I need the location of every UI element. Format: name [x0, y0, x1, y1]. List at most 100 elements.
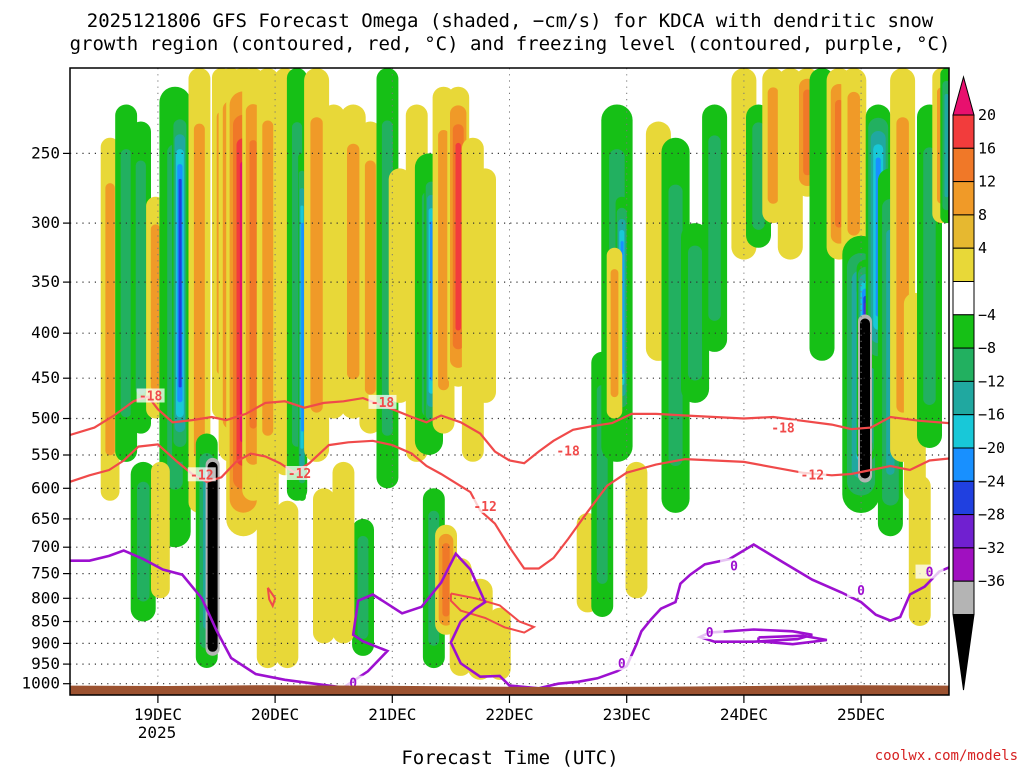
omega-core-1	[860, 318, 870, 479]
omega-band	[708, 135, 721, 321]
omega-band	[488, 607, 511, 680]
y-tick-label-800: 800	[31, 588, 60, 607]
dgz-label-minus18-1: -18	[371, 396, 395, 411]
omega-band	[322, 104, 345, 419]
omega-band	[847, 91, 860, 236]
dgz-contour-minus18	[70, 395, 949, 465]
omega-band	[262, 120, 274, 436]
colorbar-label-11: −28	[978, 506, 1005, 524]
dgz-label-minus18-3-bg	[769, 420, 797, 435]
colorbar-label-4: 4	[978, 239, 987, 257]
y-tick-label-550: 550	[31, 445, 60, 464]
omega-band	[347, 143, 360, 380]
omega-core-0	[207, 461, 218, 652]
dgz-contour-closed-0	[449, 592, 537, 634]
omega-band	[625, 461, 648, 599]
y-tick-label-1000: 1000	[21, 674, 60, 693]
freezing-label-3-bg	[607, 656, 636, 671]
colorbar-label-5: −4	[978, 306, 996, 324]
omega-feature-46	[606, 247, 623, 419]
omega-feature-37	[256, 461, 279, 669]
omega-band	[256, 461, 279, 669]
x-tick-label-24DEC: 24DEC	[720, 705, 768, 724]
x-axis: 19DEC 20DEC 21DEC 22DEC 23DEC 24DEC 25DEC	[134, 695, 885, 724]
x-year-label: 2025	[138, 723, 177, 742]
omega-band	[438, 130, 449, 391]
omega-band	[276, 500, 299, 669]
omega-band	[178, 178, 182, 388]
omega-band	[151, 461, 170, 599]
omega-band	[332, 461, 355, 644]
dgz-label-minus12-2-bg	[471, 498, 500, 513]
y-tick-label-850: 850	[31, 612, 60, 631]
dgz-label-minus12-0: -12	[190, 468, 213, 483]
colorbar-segment-9	[952, 380, 975, 416]
omega-band	[610, 269, 619, 398]
freezing-label-3: 0	[618, 657, 626, 672]
freezing-label-0-bg	[720, 558, 749, 573]
freezing-label-1: 0	[857, 584, 865, 599]
omega-band	[668, 184, 683, 466]
colorbar-top-triangle	[952, 75, 975, 116]
omega-feature-51	[702, 104, 728, 352]
x-tick-label-25DEC: 25DEC	[837, 705, 885, 724]
colorbar-segment-11	[952, 447, 975, 482]
omega-feature-47	[625, 461, 648, 599]
plot-area: -18 -18 -18 -18 -12 -12 -12 -12 0 0 0 0 0 0	[70, 68, 949, 695]
omega-feature-40	[130, 461, 156, 622]
dgz-label-minus18-2-bg	[554, 443, 583, 458]
x-tick-label-20DEC: 20DEC	[251, 705, 299, 724]
colorbar-segment-13	[952, 514, 975, 549]
colorbar-segment-10	[952, 414, 975, 449]
colorbar-segment-4	[952, 214, 975, 249]
omega-feature-50	[681, 223, 710, 403]
y-tick-label-300: 300	[31, 213, 60, 232]
y-axis: 250 300 350 400 450 500 550 600 650 700 750 800 850 9…	[21, 143, 70, 693]
colorbar-label-6: −8	[978, 339, 996, 357]
dgz-label-minus12-1-bg	[285, 466, 314, 480]
omega-feature-69	[908, 475, 931, 626]
colorbar-label-9: −20	[978, 439, 1005, 457]
omega-band	[357, 536, 369, 639]
colorbar-label-3: 8	[978, 206, 987, 224]
contour-layer: -18 -18 -18 -18 -12 -12 -12 -12 0 0 0 0 0 0	[70, 388, 949, 692]
colorbar-segment-12	[952, 480, 975, 516]
omega-feature-18	[322, 104, 345, 419]
x-tick-label-22DEC: 22DEC	[485, 705, 533, 724]
y-tick-label-950: 950	[31, 654, 60, 673]
y-tick-label-400: 400	[31, 323, 60, 342]
colorbar-label-0: 20	[978, 106, 996, 124]
omega-band	[442, 543, 450, 617]
omega-feature-38	[276, 500, 299, 669]
omega-band	[150, 224, 161, 391]
freezing-label-1-bg	[847, 583, 876, 598]
colorbar-label-13: −36	[978, 572, 1005, 590]
omega-band	[137, 481, 150, 602]
omega-band	[364, 160, 376, 395]
colorbar-segment-7	[952, 314, 975, 349]
chart-title-line2: growth region (contoured, red, °C) and f…	[70, 33, 951, 55]
y-tick-label-450: 450	[31, 368, 60, 387]
omega-band	[835, 99, 844, 228]
dgz-label-minus18-0-bg	[136, 388, 165, 403]
x-tick-label-19DEC: 19DEC	[134, 705, 182, 724]
freezing-label-5-bg	[695, 625, 724, 639]
omega-band	[908, 475, 931, 626]
dgz-label-minus18-3: -18	[771, 421, 795, 436]
colorbar: 20 16 12 8 4 −4 −8 −12 −16 −20 −24 −28 −32 −36	[952, 75, 1005, 691]
omega-band	[313, 488, 335, 644]
freezing-label-0: 0	[730, 559, 738, 574]
omega-band	[120, 149, 132, 418]
freezing-label-4: 0	[349, 677, 357, 692]
omega-band	[105, 183, 115, 456]
omega-band	[467, 578, 493, 680]
colorbar-label-7: −12	[978, 372, 1005, 390]
colorbar-label-12: −32	[978, 539, 1005, 557]
colorbar-bottom-triangle	[952, 614, 975, 691]
y-tick-label-250: 250	[31, 143, 60, 162]
omega-shading-layer	[100, 68, 949, 680]
dgz-label-minus12-3: -12	[801, 468, 824, 483]
omega-feature-33	[467, 578, 493, 680]
y-tick-label-650: 650	[31, 509, 60, 528]
